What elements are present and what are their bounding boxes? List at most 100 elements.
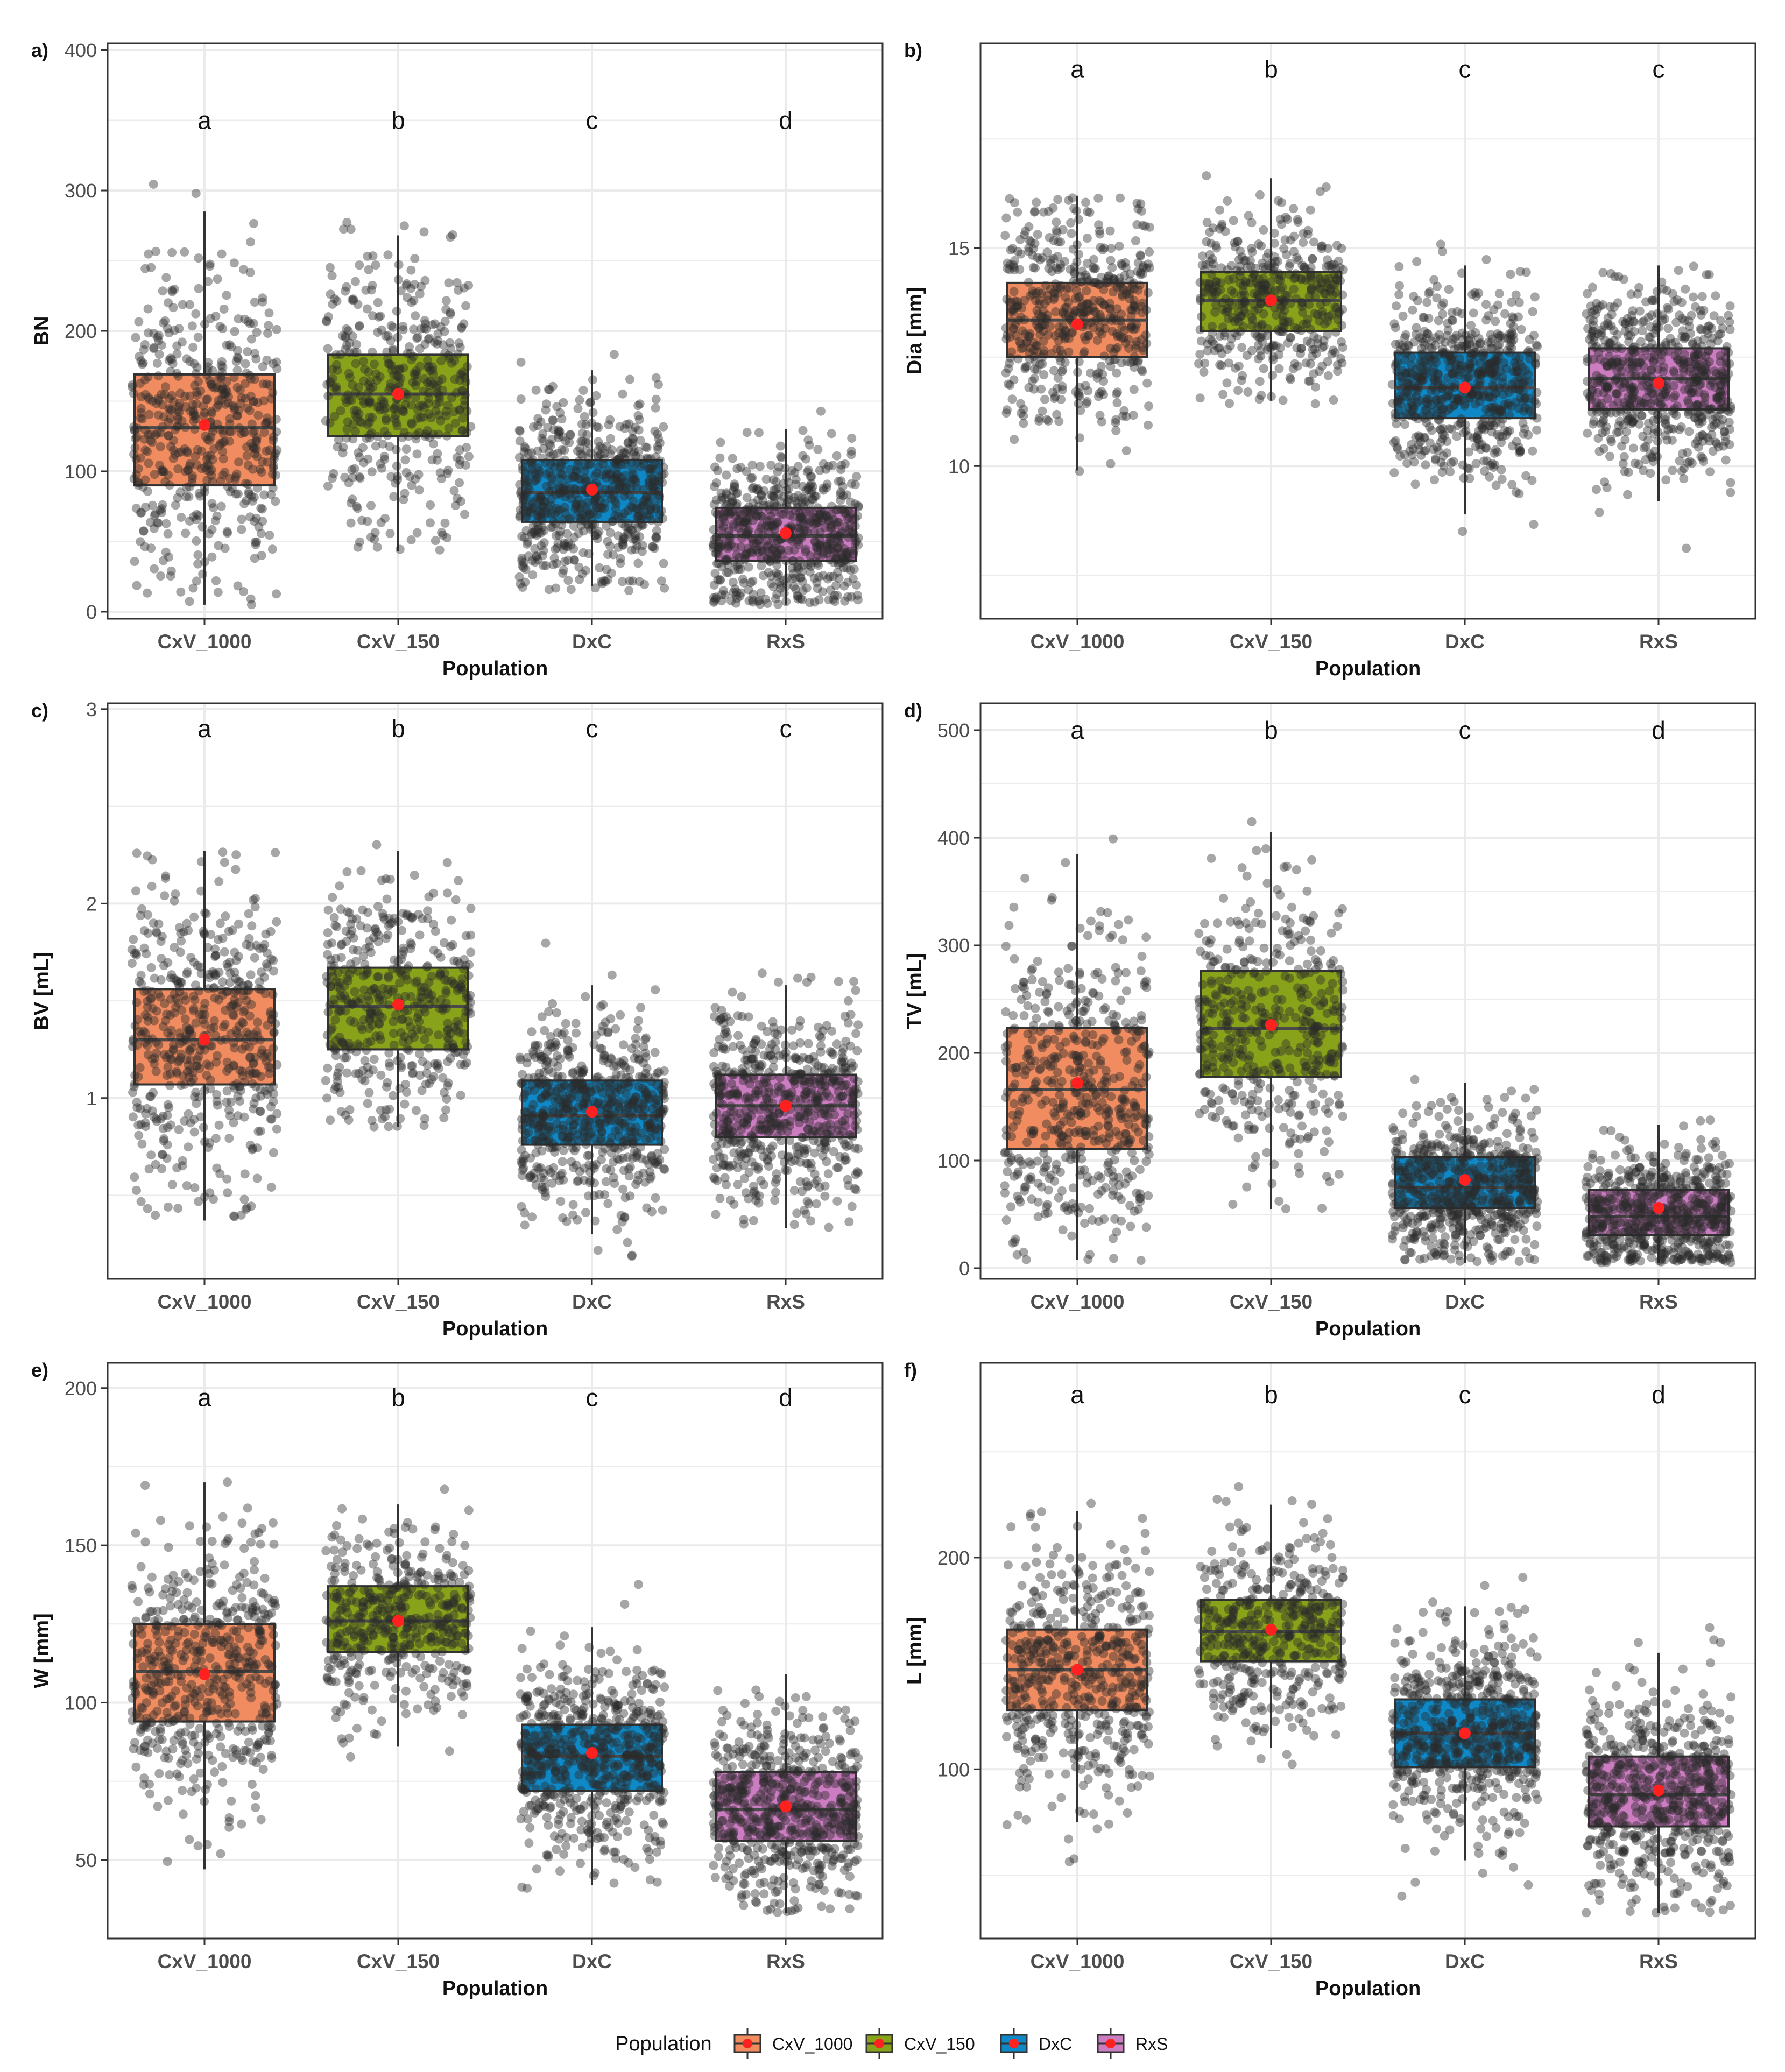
data-point — [650, 426, 660, 436]
data-point — [455, 405, 465, 415]
data-point — [532, 518, 541, 527]
data-point — [516, 579, 525, 589]
data-point — [1144, 401, 1154, 411]
data-point — [263, 329, 272, 338]
data-point — [156, 442, 165, 451]
data-point — [461, 460, 470, 470]
data-point — [624, 419, 634, 429]
data-point — [222, 387, 232, 397]
data-point — [1074, 357, 1084, 366]
data-point — [245, 1011, 255, 1021]
data-point — [216, 501, 226, 511]
data-point — [365, 433, 375, 443]
data-point — [151, 1066, 161, 1076]
data-point — [613, 455, 623, 464]
data-point — [605, 415, 615, 425]
data-point — [1208, 328, 1217, 338]
data-point — [263, 457, 272, 467]
data-point — [343, 326, 353, 336]
data-point — [134, 317, 144, 327]
data-point — [1106, 459, 1116, 469]
data-point — [424, 388, 433, 398]
data-point — [164, 404, 174, 414]
data-point — [181, 402, 191, 412]
data-point — [773, 518, 782, 527]
data-point — [176, 587, 186, 597]
data-point — [388, 344, 398, 354]
data-point — [230, 402, 239, 412]
data-point — [1057, 381, 1067, 391]
data-point — [1436, 411, 1446, 421]
data-point — [140, 475, 150, 485]
data-point — [1221, 294, 1231, 303]
data-point — [651, 501, 661, 511]
data-point — [232, 353, 242, 362]
data-point — [805, 440, 814, 450]
data-point — [1668, 465, 1677, 475]
data-point — [1117, 259, 1126, 268]
data-point — [587, 516, 597, 526]
data-point — [1525, 394, 1535, 404]
data-point — [651, 403, 660, 413]
data-point — [189, 359, 199, 369]
data-point — [722, 470, 731, 480]
data-point — [1417, 334, 1427, 344]
data-point — [641, 442, 651, 452]
data-point — [434, 410, 444, 420]
data-point — [603, 575, 613, 584]
data-point — [1024, 247, 1034, 257]
data-point — [1702, 368, 1711, 378]
data-point — [839, 581, 849, 591]
data-point — [533, 511, 543, 521]
data-point — [1627, 357, 1637, 367]
data-point — [167, 391, 177, 400]
data-point — [363, 420, 372, 429]
data-point — [181, 528, 191, 538]
data-point — [458, 413, 468, 423]
data-point — [1703, 329, 1713, 338]
data-point — [204, 436, 214, 445]
data-point — [573, 461, 582, 470]
data-point — [1424, 288, 1434, 298]
data-point — [225, 427, 235, 436]
data-point — [262, 355, 272, 365]
data-point — [354, 382, 364, 392]
data-point — [151, 430, 160, 440]
data-point — [1331, 274, 1341, 284]
data-point — [1199, 367, 1209, 377]
data-point — [1092, 373, 1102, 383]
data-point — [648, 482, 658, 492]
data-point — [1605, 451, 1614, 461]
data-point — [132, 848, 142, 858]
data-point — [1336, 353, 1346, 363]
data-point — [1514, 404, 1523, 413]
data-point — [139, 1026, 149, 1036]
data-point — [1074, 250, 1083, 259]
data-point — [1683, 448, 1692, 457]
data-point — [1020, 364, 1030, 373]
data-point — [132, 423, 142, 433]
data-point — [1306, 324, 1315, 334]
data-point — [814, 572, 824, 582]
data-point — [1425, 438, 1435, 448]
data-point — [190, 381, 200, 390]
data-point — [521, 491, 531, 501]
data-point — [554, 427, 563, 437]
data-point — [389, 322, 398, 332]
data-point — [560, 445, 569, 455]
y-tick-label: 300 — [65, 180, 97, 202]
data-point — [1437, 247, 1447, 256]
data-point — [371, 441, 380, 451]
data-point — [659, 558, 668, 568]
data-point — [524, 551, 533, 561]
data-point — [232, 365, 242, 375]
data-point — [442, 533, 452, 542]
data-point — [193, 390, 202, 400]
data-point — [1220, 328, 1230, 337]
data-point — [216, 439, 225, 448]
data-point — [842, 490, 852, 500]
data-point — [520, 443, 530, 453]
data-point — [616, 558, 625, 568]
data-point — [342, 217, 352, 227]
data-point — [249, 444, 258, 454]
